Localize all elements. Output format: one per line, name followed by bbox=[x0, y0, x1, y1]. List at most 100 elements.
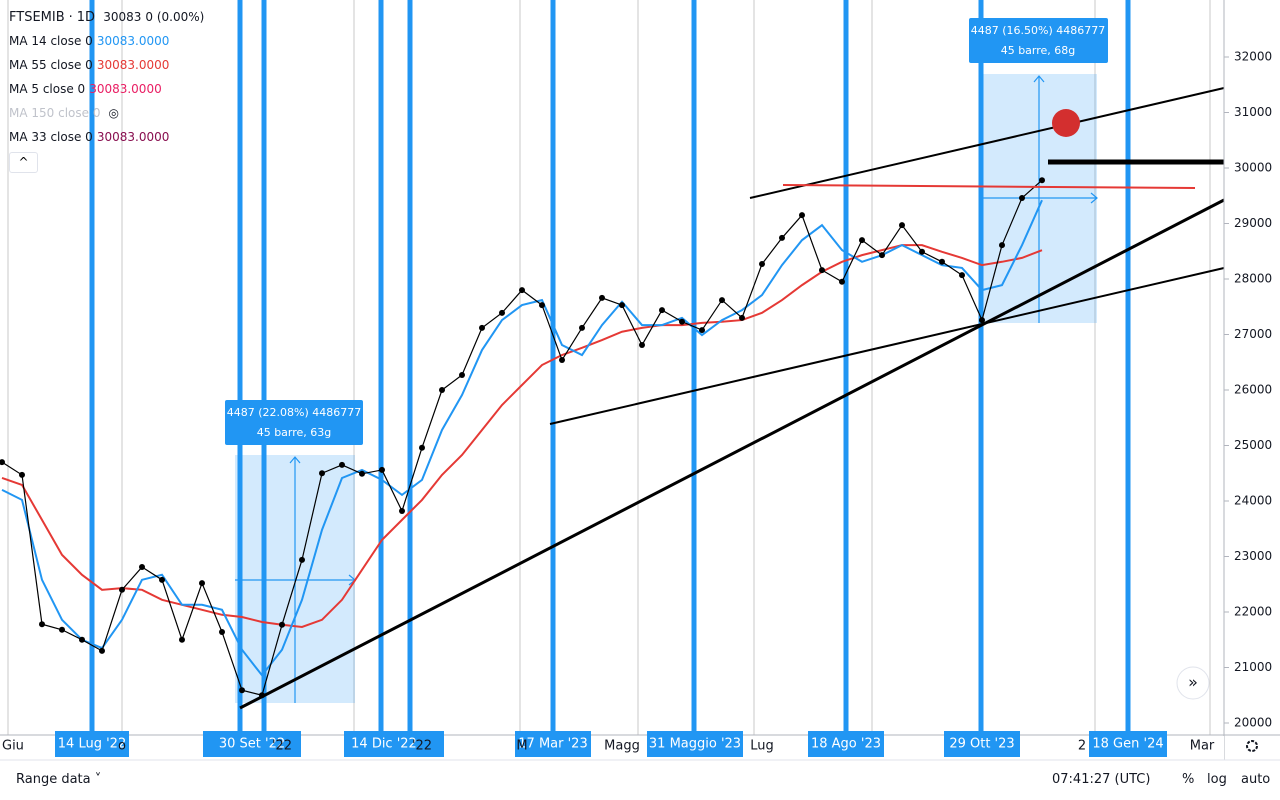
price-point bbox=[879, 252, 885, 259]
price-point bbox=[339, 461, 345, 468]
auto-toggle[interactable]: auto bbox=[1241, 772, 1271, 787]
marker-label: 30 Set '22 bbox=[219, 737, 285, 752]
legend-item: MA 14 close 0 30083.0000 bbox=[9, 34, 173, 48]
price-point bbox=[679, 318, 685, 325]
series-line bbox=[1, 179, 1043, 696]
price-point bbox=[19, 471, 25, 478]
x-tick-label: Giu bbox=[2, 739, 24, 754]
y-tick-label: 26000 bbox=[1234, 383, 1272, 397]
legend-item: MA 55 close 0 30083.0000 bbox=[9, 58, 173, 72]
month-lines bbox=[7, 0, 1211, 735]
price-point bbox=[859, 237, 865, 244]
legend-value: 30083.0000 bbox=[89, 82, 162, 96]
settings-icon[interactable] bbox=[1246, 740, 1258, 752]
header-line: FTSEMIB · 1D 30083 0 (0.00%) bbox=[9, 10, 205, 25]
legend-value: 30083.0000 bbox=[96, 58, 170, 72]
measure-text: 45 barre, 68g bbox=[1001, 44, 1076, 57]
price-point bbox=[959, 272, 965, 279]
marker-label: 17 Mar '23 bbox=[518, 737, 587, 752]
change: 0 (0.00%) bbox=[145, 10, 205, 24]
measure-text: 4487 (16.50%) 4486777 bbox=[971, 24, 1106, 37]
legend-name: MA 14 close 0 bbox=[9, 34, 93, 48]
price-point bbox=[439, 387, 445, 394]
price-point bbox=[39, 621, 45, 628]
price-point bbox=[639, 342, 645, 349]
price-point bbox=[379, 466, 385, 473]
price-point bbox=[739, 314, 745, 321]
clock: 07:41:27 (UTC) bbox=[1052, 772, 1151, 787]
price-point bbox=[59, 626, 65, 633]
marker-label: 18 Gen '24 bbox=[1092, 737, 1163, 752]
y-tick-label: 22000 bbox=[1234, 605, 1272, 619]
price-point bbox=[279, 621, 285, 628]
y-tick-label: 24000 bbox=[1234, 494, 1272, 508]
range-button[interactable]: Range data ˅ bbox=[16, 772, 102, 787]
price-point bbox=[979, 317, 985, 324]
measure-label bbox=[225, 400, 363, 445]
y-tick-label: 29000 bbox=[1234, 216, 1272, 230]
y-tick-label: 20000 bbox=[1234, 716, 1272, 730]
price-point bbox=[159, 576, 165, 583]
price-point bbox=[299, 556, 305, 563]
y-tick-label: 23000 bbox=[1234, 549, 1272, 563]
price-point bbox=[79, 636, 85, 643]
legend-name: MA 5 close 0 bbox=[9, 82, 86, 96]
price-point bbox=[759, 261, 765, 268]
percent-toggle[interactable]: % bbox=[1182, 772, 1195, 787]
price-point bbox=[119, 586, 125, 593]
marker-lines bbox=[89, 0, 1131, 735]
marker-label: 18 Ago '23 bbox=[811, 737, 881, 752]
price-point bbox=[699, 327, 705, 334]
price-point bbox=[539, 302, 545, 309]
price-point bbox=[1019, 194, 1025, 201]
symbol: FTSEMIB bbox=[9, 10, 65, 25]
legend-value: 30083.0000 bbox=[96, 34, 170, 48]
marker-label: 31 Maggio '23 bbox=[649, 737, 741, 752]
scroll-button[interactable] bbox=[1176, 666, 1210, 700]
price-point bbox=[839, 278, 845, 285]
measure-text: 4487 (22.08%) 4486777 bbox=[227, 406, 362, 419]
measure-arrows bbox=[235, 75, 1098, 703]
price-point bbox=[919, 248, 925, 255]
legend-item: MA 33 close 0 30083.0000 bbox=[9, 130, 173, 144]
price-point bbox=[399, 507, 405, 514]
price-point bbox=[319, 470, 325, 477]
price-point bbox=[139, 564, 145, 571]
marker-label: 29 Ott '23 bbox=[949, 737, 1014, 752]
price-point bbox=[239, 687, 245, 694]
legend-name: MA 33 close 0 bbox=[9, 130, 93, 144]
marker-labels: 14 Lug '22 30 Set '22 14 Dic '22 17 Mar … bbox=[55, 731, 1167, 757]
range-text[interactable]: Range data bbox=[16, 772, 91, 787]
y-tick-label: 32000 bbox=[1234, 49, 1272, 63]
price-point bbox=[459, 372, 465, 379]
price-point bbox=[179, 636, 185, 643]
x-tick-label: '22 bbox=[272, 739, 292, 754]
y-tick-label: 30000 bbox=[1234, 161, 1272, 175]
scroll-icon[interactable]: » bbox=[1188, 673, 1198, 692]
series-layer bbox=[0, 177, 1045, 699]
price-point bbox=[519, 287, 525, 294]
price-point bbox=[359, 470, 365, 477]
series-line bbox=[1, 199, 1043, 677]
drawings bbox=[239, 87, 1225, 710]
x-tick-label: '22 bbox=[412, 739, 432, 754]
x-tick-label: o bbox=[118, 739, 126, 754]
price-point bbox=[559, 357, 565, 364]
hidden-icon[interactable]: ◎ bbox=[108, 106, 119, 120]
price-point bbox=[479, 324, 485, 331]
y-tick-label: 31000 bbox=[1234, 105, 1272, 119]
y-tick-label: 28000 bbox=[1234, 272, 1272, 286]
collapse-button[interactable]: ^ bbox=[9, 152, 38, 173]
log-toggle[interactable]: log bbox=[1207, 772, 1227, 787]
price-point bbox=[819, 267, 825, 274]
x-tick-label: Lug bbox=[750, 739, 774, 754]
marker-label: 14 Lug '22 bbox=[58, 737, 126, 752]
x-tick-label: M bbox=[516, 739, 527, 754]
price-point bbox=[799, 212, 805, 219]
marker-label: 14 Dic '22 bbox=[351, 737, 417, 752]
price-point bbox=[659, 307, 665, 314]
price-point bbox=[219, 628, 225, 635]
price-point bbox=[419, 444, 425, 451]
